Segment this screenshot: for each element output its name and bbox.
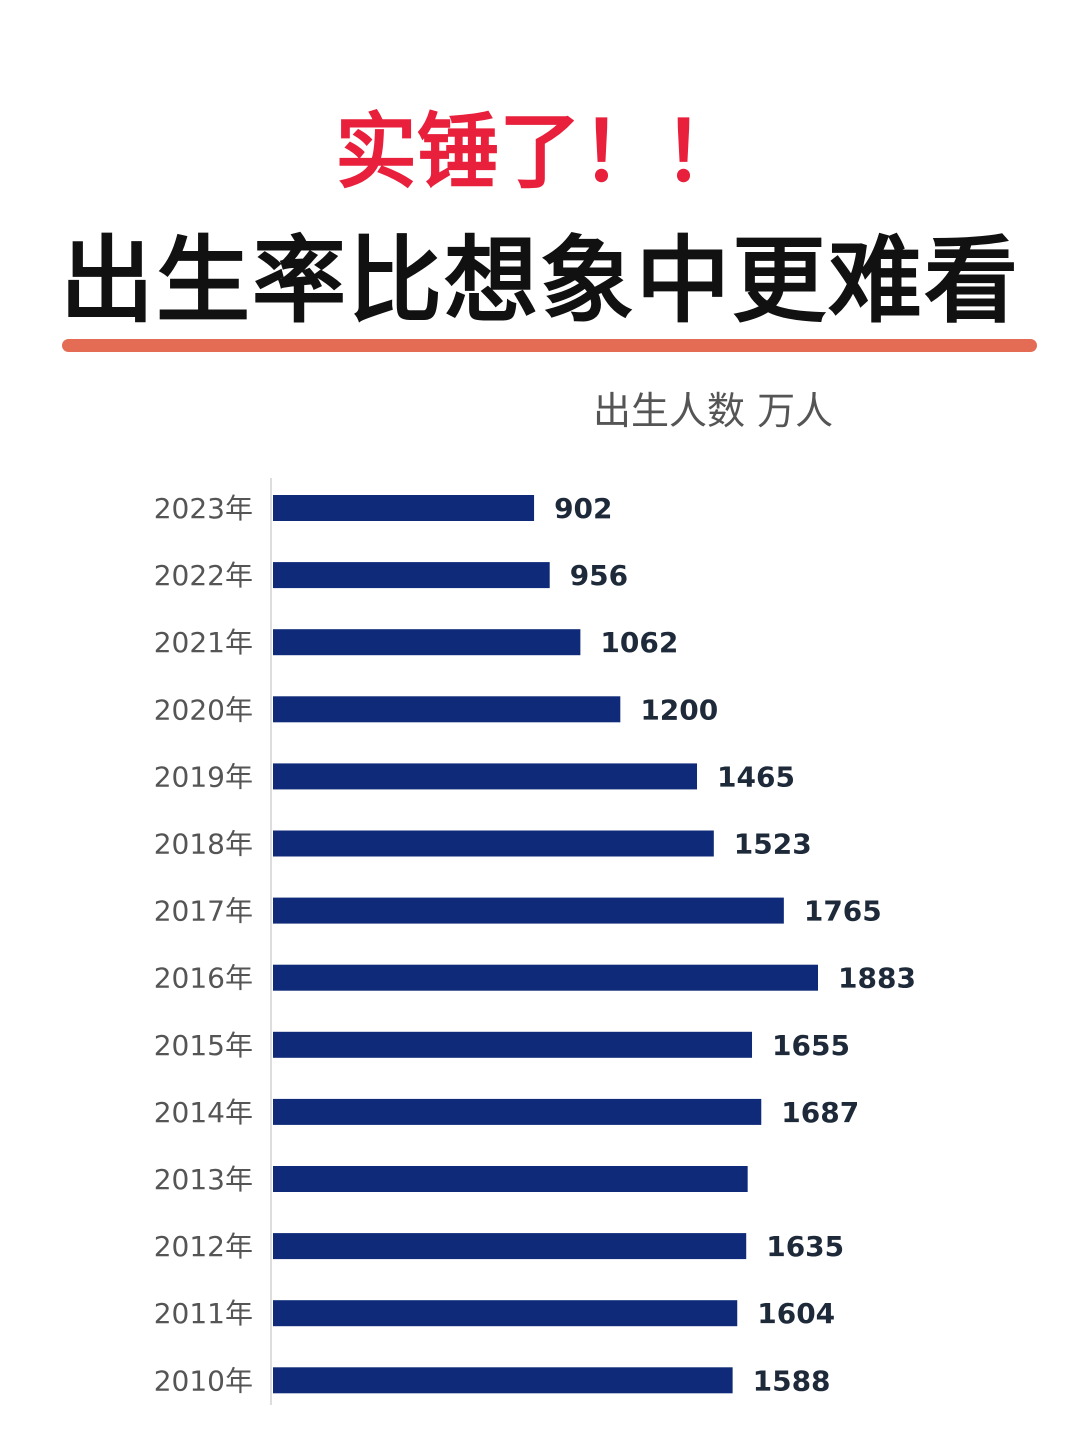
year-label: 2016年: [154, 962, 253, 995]
year-label: 2023年: [154, 492, 253, 525]
year-label: 2011年: [154, 1297, 253, 1330]
year-label: 2015年: [154, 1029, 253, 1062]
value-label: 1765: [804, 895, 882, 928]
bar-2010年: [273, 1367, 733, 1394]
value-label: 1635: [766, 1230, 844, 1263]
year-label: 2010年: [154, 1364, 253, 1397]
year-label: 2021年: [154, 626, 253, 659]
divider-line: [62, 339, 1037, 352]
bar-2015年: [273, 1031, 753, 1058]
bar-2020年: [273, 696, 621, 723]
value-label: 1465: [717, 760, 795, 793]
value-label: 1604: [757, 1297, 835, 1330]
value-label: 902: [554, 492, 612, 525]
unit-label: 出生人数 万人: [593, 389, 834, 433]
value-label: 1655: [772, 1029, 850, 1062]
year-label: 2018年: [154, 828, 253, 861]
headline-main: 出生率比想象中更难看: [59, 227, 1020, 336]
year-label: 2019年: [154, 760, 253, 793]
bar-2017年: [273, 897, 784, 924]
year-label: 2014年: [154, 1096, 253, 1129]
bar-2011年: [273, 1300, 738, 1327]
bar-2018年: [273, 830, 714, 857]
bar-2016年: [273, 964, 818, 991]
bar-2023年: [273, 495, 535, 521]
value-label: 1062: [600, 626, 678, 659]
bar-2022年: [273, 562, 550, 589]
bar-2014年: [273, 1098, 762, 1125]
year-label: 2012年: [154, 1230, 253, 1263]
bar-2012年: [273, 1233, 747, 1260]
headline-red: 实锤了！！: [334, 105, 745, 200]
value-label: 1200: [640, 693, 718, 726]
value-label: 1588: [753, 1364, 831, 1397]
year-label: 2020年: [154, 693, 253, 726]
value-label: 1687: [781, 1096, 859, 1129]
year-label: 2017年: [154, 895, 253, 928]
year-label: 2022年: [154, 559, 253, 592]
year-label: 2013年: [154, 1163, 253, 1196]
value-label: 956: [570, 559, 628, 592]
value-label: 1523: [734, 828, 812, 861]
value-label: 1883: [838, 962, 916, 995]
bar-2013年: [273, 1166, 748, 1192]
bar-2021年: [273, 629, 581, 656]
bar-2019年: [273, 763, 698, 790]
